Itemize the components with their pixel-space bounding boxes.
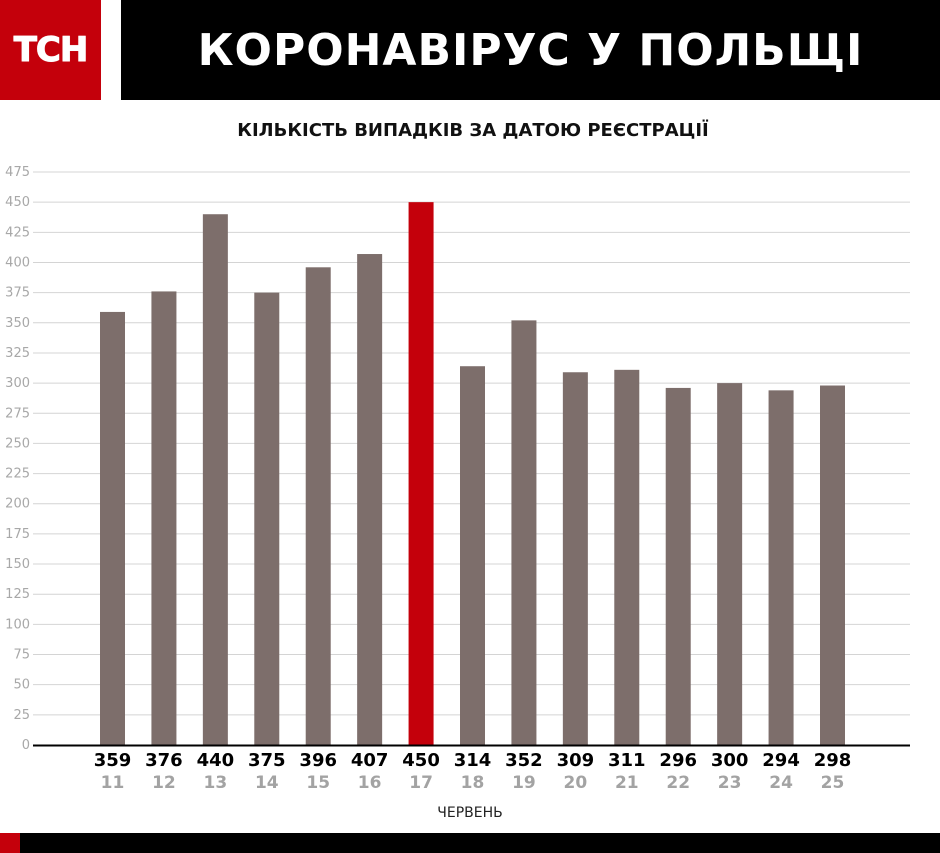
bar-chart: 0 25 50 75 100 125 150 175 200 225 250 275 300 325 350… — [5, 165, 910, 821]
y-tick-label: 100 — [5, 617, 30, 632]
y-tick-label: 275 — [5, 406, 30, 421]
bar — [305, 267, 331, 745]
bar — [151, 291, 177, 745]
value-label: 407 — [351, 750, 389, 771]
grid-lines — [33, 171, 910, 716]
bar — [717, 383, 743, 745]
value-label: 352 — [505, 750, 543, 771]
y-tick-label: 200 — [5, 497, 30, 512]
value-labels: 359 376 440 375 396 407 450 314 352 309 311 296 300 2… — [94, 750, 852, 771]
bars — [100, 202, 845, 745]
bar — [100, 311, 125, 745]
y-tick-label: 300 — [5, 376, 30, 391]
y-tick-label: 125 — [5, 587, 30, 602]
y-tick-label: 400 — [5, 255, 30, 270]
x-tick-label: 21 — [615, 773, 639, 793]
header: ТСН КОРОНАВІРУС У ПОЛЬЩІ — [0, 0, 940, 100]
page-title: КОРОНАВІРУС У ПОЛЬЩІ — [197, 24, 864, 76]
value-label: 294 — [762, 750, 800, 771]
x-tick-label: 15 — [306, 773, 330, 793]
footer-bar — [20, 833, 940, 853]
x-tick-label: 17 — [409, 773, 433, 793]
value-label: 376 — [145, 750, 183, 771]
value-label: 309 — [557, 750, 595, 771]
x-tick-label: 23 — [718, 773, 742, 793]
y-tick-label: 350 — [5, 316, 30, 331]
value-label: 450 — [402, 750, 440, 771]
x-axis-ticks: 11 12 13 14 15 16 17 18 19 20 21 22 23 24 25 — [101, 773, 845, 793]
x-tick-label: 20 — [564, 773, 588, 793]
y-tick-label: 75 — [13, 648, 30, 663]
bar — [408, 202, 434, 745]
y-axis-ticks: 0 25 50 75 100 125 150 175 200 225 250 275 300 325 350… — [5, 165, 30, 753]
value-label: 314 — [454, 750, 492, 771]
tsn-logo: ТСН — [0, 0, 101, 100]
bar — [460, 366, 485, 745]
bar — [820, 385, 845, 745]
footer-accent — [0, 833, 20, 853]
logo-text: ТСН — [13, 30, 89, 71]
bar — [768, 390, 794, 745]
bar — [254, 292, 280, 745]
y-tick-label: 25 — [13, 708, 30, 723]
x-tick-label: 25 — [821, 773, 845, 793]
bar — [202, 214, 228, 745]
x-tick-label: 16 — [358, 773, 382, 793]
value-label: 440 — [197, 750, 235, 771]
value-label: 396 — [299, 750, 337, 771]
y-tick-label: 450 — [5, 195, 30, 210]
value-label: 311 — [608, 750, 646, 771]
value-label: 375 — [248, 750, 286, 771]
chart-title: КІЛЬКІСТЬ ВИПАДКІВ ЗА ДАТОЮ РЕЄСТРАЦІЇ — [237, 120, 709, 141]
value-label: 300 — [711, 750, 749, 771]
y-tick-label: 425 — [5, 225, 30, 240]
x-tick-label: 24 — [769, 773, 793, 793]
bar — [357, 254, 383, 745]
y-tick-label: 225 — [5, 467, 30, 482]
x-tick-label: 19 — [512, 773, 536, 793]
title-bar: КОРОНАВІРУС У ПОЛЬЩІ — [121, 0, 940, 100]
x-tick-label: 14 — [255, 773, 279, 793]
bar — [614, 369, 640, 745]
y-tick-label: 150 — [5, 557, 30, 572]
x-tick-label: 18 — [461, 773, 485, 793]
x-axis-label: ЧЕРВЕНЬ — [437, 805, 502, 821]
y-tick-label: 0 — [22, 738, 30, 753]
x-tick-label: 11 — [101, 773, 125, 793]
x-tick-label: 12 — [152, 773, 176, 793]
x-tick-label: 13 — [204, 773, 228, 793]
value-label: 298 — [814, 750, 852, 771]
y-tick-label: 475 — [5, 165, 30, 180]
value-label: 296 — [659, 750, 697, 771]
y-tick-label: 325 — [5, 346, 30, 361]
y-tick-label: 250 — [5, 436, 30, 451]
bar — [562, 372, 588, 745]
y-tick-label: 375 — [5, 286, 30, 301]
value-label: 359 — [94, 750, 132, 771]
x-tick-label: 22 — [666, 773, 690, 793]
bar — [665, 387, 691, 745]
y-tick-label: 50 — [13, 678, 30, 693]
y-tick-label: 175 — [5, 527, 30, 542]
bar — [511, 320, 537, 745]
